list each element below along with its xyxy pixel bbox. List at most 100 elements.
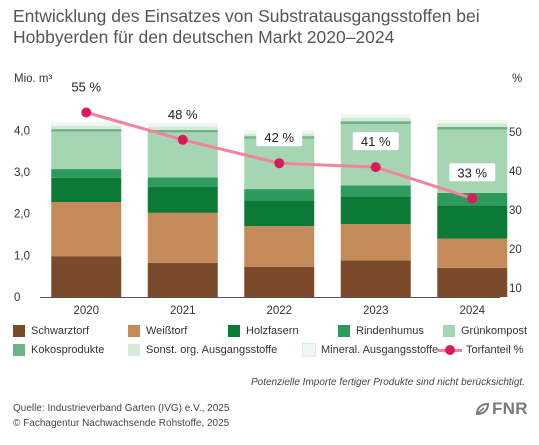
legend-label: Weißtorf xyxy=(146,325,188,337)
footnote: Potenzielle Importe fertiger Produkte si… xyxy=(250,377,525,388)
bar-segment xyxy=(437,123,508,127)
bar-segment xyxy=(147,177,218,187)
legend-label: Holzfasern xyxy=(246,325,299,337)
bar-segment xyxy=(244,267,315,297)
data-label: 41 % xyxy=(361,134,391,149)
fnr-logo: FNR xyxy=(474,399,528,419)
data-label: 48 % xyxy=(168,107,198,122)
x-tick-label: 2021 xyxy=(170,305,196,317)
x-tick-label: 2022 xyxy=(266,305,292,317)
data-label-bg xyxy=(352,132,399,151)
bar-segment xyxy=(147,126,218,130)
data-label-bg xyxy=(63,77,110,96)
bar-segment xyxy=(340,121,411,125)
data-label: 55 % xyxy=(71,80,101,95)
left-axis-unit: Mio. m³ xyxy=(14,73,53,85)
bar-segment xyxy=(51,129,122,132)
bar-segment xyxy=(51,169,122,178)
bar-segment xyxy=(340,260,411,297)
bar-segment xyxy=(340,117,411,122)
torfanteil-point xyxy=(467,193,478,204)
bar-segment xyxy=(340,185,411,197)
bar-segment xyxy=(244,226,315,267)
legend-swatch xyxy=(13,344,25,356)
bar-segment xyxy=(51,202,122,257)
chart-title: Entwicklung des Einsatzes von Substratau… xyxy=(13,6,480,47)
legend-line-swatch xyxy=(438,344,462,356)
bar-segment xyxy=(340,114,411,118)
bar-segment xyxy=(437,119,508,124)
left-tick-label: 0 xyxy=(14,292,20,304)
bar-segment xyxy=(244,189,315,201)
legend-item: Weißtorf xyxy=(128,325,187,337)
left-tick-label: 1,0 xyxy=(14,250,30,262)
bar-segment xyxy=(437,127,508,130)
bar-segment xyxy=(437,238,508,268)
bar-segment xyxy=(147,122,218,127)
x-tick-label: 2024 xyxy=(459,305,485,317)
legend-swatch xyxy=(443,325,455,337)
x-tick-label: 2020 xyxy=(73,305,99,317)
copyright-line: © Fachagentur Nachwachsende Rohstoffe, 2… xyxy=(13,418,230,429)
bar-segment xyxy=(51,122,122,126)
right-tick-label: 40 xyxy=(509,166,522,178)
bar-segment xyxy=(340,224,411,261)
legend-label: Torfanteil % xyxy=(466,344,524,356)
bar-segment xyxy=(51,256,122,297)
right-axis-unit: % xyxy=(512,73,523,85)
right-tick-label: 50 xyxy=(509,127,522,139)
torfanteil-point xyxy=(370,162,381,173)
bar-segment xyxy=(147,129,218,133)
legend-label: Schwarztorf xyxy=(31,325,90,337)
bar-segment xyxy=(147,212,218,263)
legend-item: Holzfasern xyxy=(228,325,299,337)
chart-plot: 0 1,0 2,0 3,0 4,0 10 20 30 40 50 2020 2021 2022 2023 2… xyxy=(14,77,522,317)
bar-segment xyxy=(147,262,218,297)
legend-item: Torfanteil % xyxy=(438,344,523,356)
legend-swatch xyxy=(338,325,350,337)
legend-label: Sonst. org. Ausgangsstoffe xyxy=(146,344,278,356)
legend-item: Schwarztorf xyxy=(13,325,89,337)
bar-segment xyxy=(437,267,508,297)
legend-label: Mineral. Ausgangsstoffe xyxy=(321,344,439,356)
bar-segment xyxy=(340,197,411,225)
legend-label: Grünkompost xyxy=(461,325,528,337)
bar-segment xyxy=(51,131,122,170)
legend-swatch xyxy=(13,325,25,337)
legend-swatch xyxy=(302,343,316,357)
bar-segment xyxy=(147,187,218,213)
left-tick-label: 3,0 xyxy=(14,167,30,179)
right-tick-label: 30 xyxy=(509,205,522,217)
source-line: Quelle: Industrieverband Garten (IVG) e.… xyxy=(13,403,230,414)
data-label: 33 % xyxy=(457,165,487,180)
torfanteil-point xyxy=(177,134,188,145)
data-label-bg xyxy=(256,128,303,147)
fnr-logo-text: FNR xyxy=(492,399,528,418)
torfanteil-point xyxy=(274,158,285,169)
legend-item: Kokosprodukte xyxy=(13,344,104,356)
legend-item: Grünkompost xyxy=(443,325,527,337)
legend-swatch xyxy=(128,325,140,337)
legend-item: Sonst. org. Ausgangsstoffe xyxy=(128,344,277,356)
bar-segment xyxy=(51,177,122,202)
torfanteil-point xyxy=(81,107,92,118)
legend-item: Mineral. Ausgangsstoffe xyxy=(302,343,439,357)
legend-label: Rindenhumus xyxy=(356,325,424,337)
legend-swatch xyxy=(128,344,140,356)
bar-segment xyxy=(244,200,315,227)
left-tick-label: 2,0 xyxy=(14,209,30,221)
data-label: 42 % xyxy=(264,130,294,145)
left-tick-label: 4,0 xyxy=(14,125,30,137)
fnr-logo-icon xyxy=(475,402,490,416)
right-tick-label: 10 xyxy=(509,283,522,295)
data-label-bg xyxy=(159,104,206,123)
bar-segment xyxy=(437,205,508,239)
bar-segment xyxy=(437,129,508,193)
legend-label: Kokosprodukte xyxy=(31,344,105,356)
legend-swatch xyxy=(228,325,240,337)
legend-item: Rindenhumus xyxy=(338,325,424,337)
right-tick-label: 20 xyxy=(509,244,522,256)
bar-segment xyxy=(51,125,122,130)
data-label-bg xyxy=(449,163,496,182)
x-tick-label: 2023 xyxy=(363,305,389,317)
